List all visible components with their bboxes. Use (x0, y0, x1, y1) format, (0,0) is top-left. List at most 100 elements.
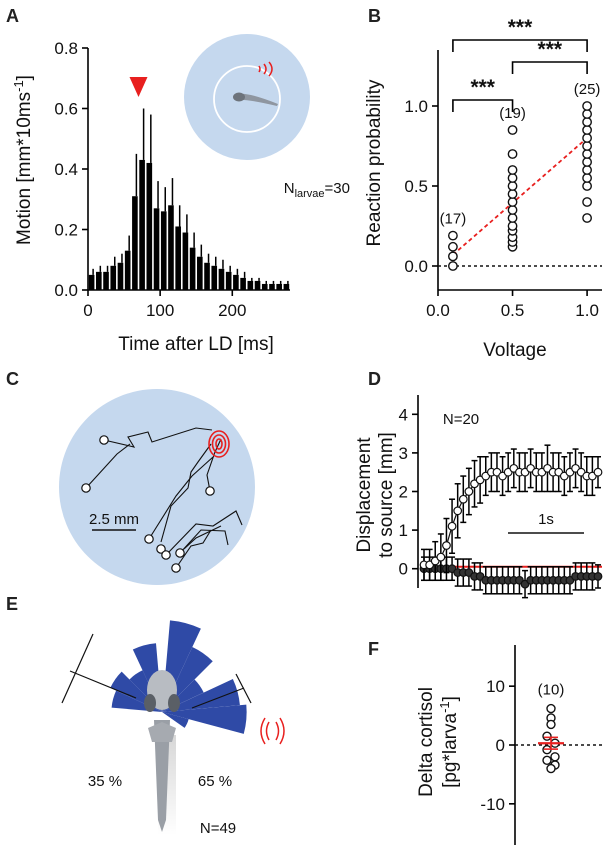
panel-f-ylabel-2-text: [pg*larva (440, 713, 461, 788)
panel-a-bar (132, 196, 138, 290)
panel-a-bar (139, 159, 145, 290)
panel-a-bar (189, 247, 196, 290)
panel-a-ytick-label: 0.8 (54, 39, 78, 58)
panel-b-point (448, 251, 458, 262)
panel-b-point (582, 101, 592, 111)
panel-d-point (458, 494, 468, 504)
panel-d-point (593, 467, 603, 477)
panel-a-bar (204, 262, 210, 290)
panel-f-point (546, 719, 556, 730)
sem-whiskers (61, 633, 252, 709)
panel-b-point (507, 149, 518, 159)
panel-b-point (582, 157, 592, 167)
panel-b-sig-bracket (511, 61, 588, 74)
rose-sector (162, 678, 240, 712)
panel-a-bar (276, 283, 282, 290)
panel-d-point (436, 552, 446, 562)
panel-b-point (507, 213, 518, 223)
panel-d-ytick-label: 4 (399, 405, 408, 424)
panel-a-bar (254, 280, 261, 290)
polar-sectors (110, 620, 247, 734)
panel-f-ytick-label: 10 (486, 677, 505, 696)
panel-f-ylabel-close: ] (440, 696, 461, 701)
panel-d-ylabel-2: to source [mm] (376, 432, 397, 558)
stimulus-onset-marker (129, 77, 148, 97)
panel-a-bar (146, 162, 153, 290)
right-percent: 65 % (198, 773, 232, 790)
panel-b-point (582, 125, 592, 135)
panel-b-point (582, 197, 592, 207)
panel-b-point (582, 133, 592, 143)
path-5 (148, 456, 214, 540)
panel-a-xtick-label: 0 (83, 301, 92, 320)
panel-b-point (448, 261, 458, 271)
panel-f-ylabel-2: [pg*larva-1] (437, 696, 461, 788)
panel-f-chart: Delta cortisol [pg*larva-1] -10 0 10 (10) (416, 645, 602, 845)
panel-d-ytick-label: 3 (399, 444, 408, 463)
panel-d-chart: Displacement to source [mm] N=20 0 1 2 3 4 1s (354, 395, 603, 599)
panel-d-ytick-label: 0 (399, 560, 408, 579)
panel-c-label: C (6, 369, 19, 389)
larva-eye-right (168, 694, 180, 712)
left-percent: 35 % (88, 773, 122, 790)
panel-b-point (507, 181, 518, 191)
panel-d-point (593, 572, 603, 581)
panel-f-point (546, 703, 556, 714)
panel-a-ytick-label: 0.0 (54, 281, 78, 300)
panel-f-point (542, 755, 552, 765)
panel-d-point (442, 541, 451, 550)
panel-a-bar (117, 262, 124, 290)
panel-d-n-label: N=20 (443, 411, 479, 428)
panel-b-sig-bracket (452, 99, 514, 112)
panel-a-bar (96, 271, 102, 290)
path-6 (165, 510, 243, 556)
panel-f-point (550, 752, 560, 762)
panel-a-ylabel-sup: -1 (11, 80, 26, 92)
path-3 (206, 438, 222, 492)
panel-e-rose: 35 % 65 % N=49 (61, 620, 285, 837)
panel-a-n-label: Nlarvae=30 (284, 180, 350, 200)
panel-b-label: B (368, 6, 381, 26)
panel-b-point (582, 109, 592, 119)
larva-head (233, 92, 245, 102)
path-1 (103, 427, 213, 448)
panel-a-n-val: =30 (325, 180, 350, 197)
panel-a-ytick-label: 0.2 (54, 221, 78, 240)
panel-a-bar (153, 208, 160, 290)
panel-c-trajectories: 2.5 mm (59, 389, 255, 585)
panel-b-point (582, 117, 592, 127)
panel-b-ytick-label: 1.0 (404, 97, 428, 116)
panel-b-ytick-label: 0.5 (404, 177, 428, 196)
panel-a-ytick-label: 0.4 (54, 160, 78, 179)
panel-b-ytick-label: 0.0 (404, 257, 428, 276)
panel-a-bar (283, 283, 290, 290)
panel-b-xtick-label: 0.5 (501, 301, 525, 320)
panel-a-ytick-label: 0.6 (54, 100, 78, 119)
panel-e-label: E (6, 594, 18, 614)
panel-b-point (582, 213, 592, 223)
panel-b-point (448, 241, 458, 252)
start-points (81, 435, 215, 573)
panel-a-bar (261, 283, 268, 290)
panel-f-ytick-label: 0 (496, 736, 505, 755)
scale-bar-label: 2.5 mm (89, 511, 139, 528)
larva-eye-left (144, 694, 156, 712)
panel-d-ytick-label: 1 (399, 521, 408, 540)
panel-a-bar (124, 250, 131, 290)
panel-b-point (582, 149, 592, 159)
panel-b-point (507, 205, 518, 215)
panel-f-ytick-label: -10 (480, 795, 505, 814)
vibration-source-icon (258, 61, 273, 77)
panel-f-ylabel-sup: -1 (437, 701, 452, 713)
panel-a-bar (88, 274, 95, 290)
panel-b-chart: Reaction probability Voltage 0.0 0.5 1.0 0.… (364, 16, 602, 361)
panel-e-n-label: N=49 (200, 820, 236, 837)
panel-b-sig-bracket (452, 39, 588, 52)
panel-b-xlabel: Voltage (483, 340, 546, 361)
larva-tail (154, 720, 170, 832)
panel-a-bar (160, 211, 167, 290)
panel-f-count: (10) (538, 682, 565, 699)
path-2 (85, 443, 131, 489)
panel-b-xtick-label: 1.0 (575, 301, 599, 320)
